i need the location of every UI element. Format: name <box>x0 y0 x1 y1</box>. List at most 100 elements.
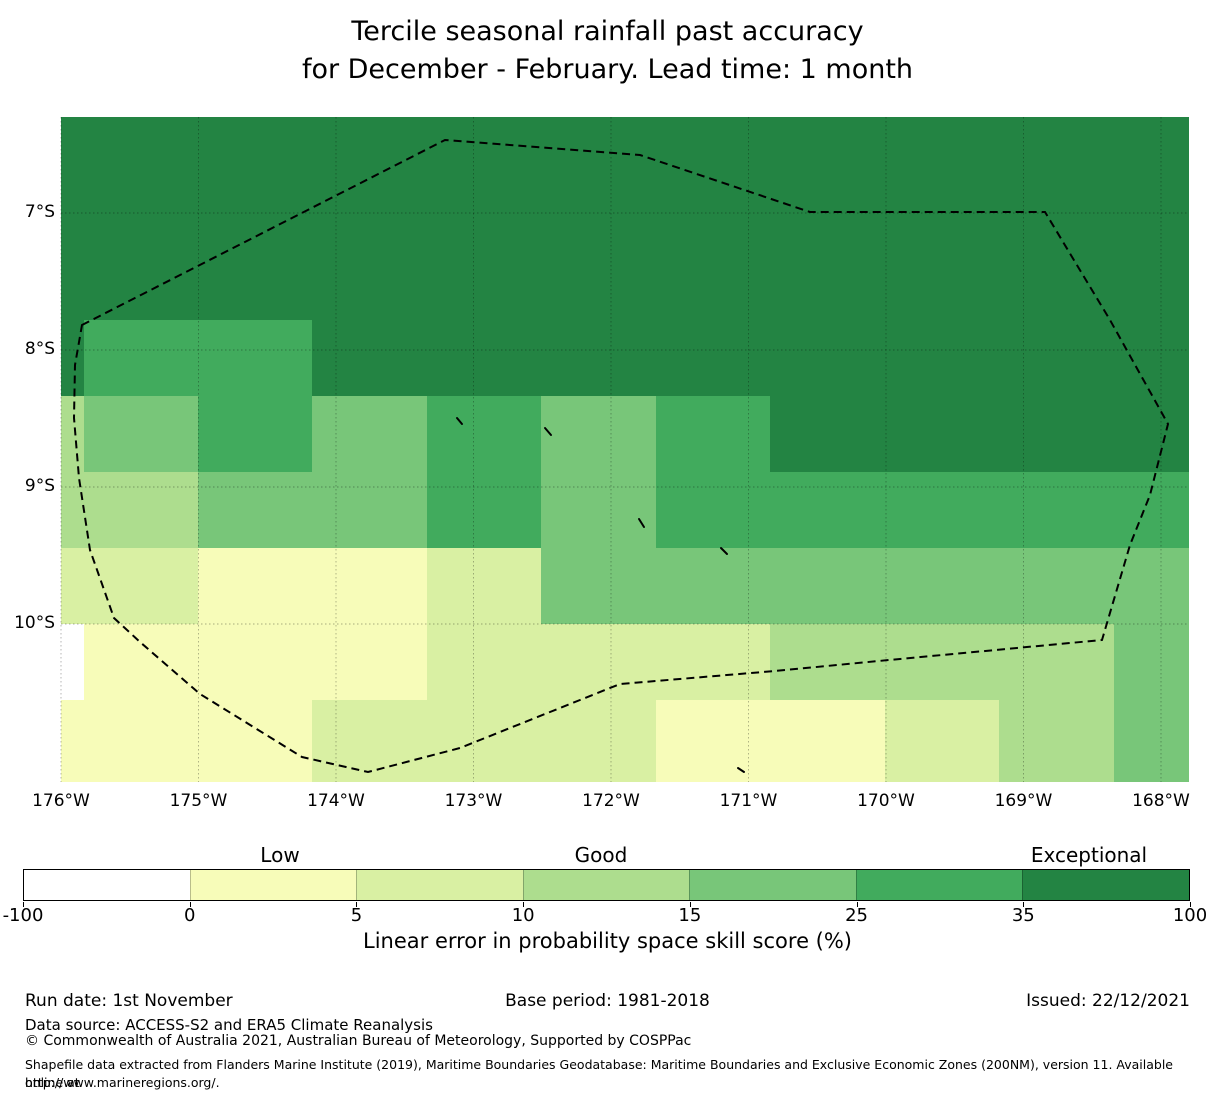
map-cell <box>1114 700 1189 782</box>
map-cell <box>427 624 541 700</box>
colorbar-tick-label: 35 <box>1011 905 1035 926</box>
y-tick-label: 10°S <box>14 613 55 633</box>
map-cell <box>312 472 427 548</box>
map-cell <box>312 117 427 168</box>
map-cell <box>61 244 84 320</box>
y-tick-label: 8°S <box>24 339 55 359</box>
colorbar-tick <box>856 902 858 907</box>
colorbar-tick-label: 100 <box>1172 905 1208 926</box>
map-cell <box>1114 117 1189 168</box>
map-cell <box>541 700 656 782</box>
map-cell <box>656 168 770 244</box>
map-cell <box>770 117 885 168</box>
map-cell <box>885 117 999 168</box>
map-cell <box>999 396 1114 472</box>
colorbar-tick-label: 0 <box>183 905 196 926</box>
x-tick-label: 173°W <box>444 791 503 811</box>
map-cell <box>84 396 198 472</box>
map-cell <box>656 472 770 548</box>
map-cell <box>198 320 312 396</box>
map-cell <box>84 117 198 168</box>
map-gridlines <box>60 117 1189 782</box>
map-cell <box>999 472 1114 548</box>
map-cell <box>61 472 84 548</box>
map-cell <box>999 548 1114 624</box>
map-cell <box>541 624 656 700</box>
map-cell <box>1114 396 1189 472</box>
map-cell <box>541 320 656 396</box>
map-cell <box>427 320 541 396</box>
colorbar-tick <box>1023 902 1025 907</box>
colorbar-segment <box>24 870 190 900</box>
map-cell <box>198 472 312 548</box>
map-cell <box>770 548 885 624</box>
colorbar-segment <box>522 870 690 900</box>
map-cell <box>999 320 1114 396</box>
map-cell <box>656 244 770 320</box>
colorbar-tick-label: -100 <box>2 905 44 926</box>
map-cell <box>999 168 1114 244</box>
map-cell <box>312 320 427 396</box>
colorbar-tick-label: 5 <box>350 905 363 926</box>
map-cells <box>61 117 1189 782</box>
colorbar-tick-label: 15 <box>678 905 702 926</box>
island-mark <box>456 417 463 425</box>
map-cell <box>61 700 84 782</box>
copyright-text: © Commonwealth of Australia 2021, Austra… <box>25 1033 692 1049</box>
map-cell <box>312 244 427 320</box>
colorbar-segment <box>1022 870 1190 900</box>
shapefile-note-line2: http://www.marineregions.org/. <box>25 1075 220 1090</box>
map-cell <box>656 117 770 168</box>
island-mark <box>720 547 728 555</box>
map-cell <box>1114 548 1189 624</box>
map-cell <box>427 548 541 624</box>
map-cell <box>656 548 770 624</box>
run-date-text: Run date: 1st November <box>25 991 233 1011</box>
island-marks <box>456 417 745 773</box>
map-cell <box>1114 624 1189 700</box>
map-cell <box>656 320 770 396</box>
map-cell <box>312 624 427 700</box>
map-cell <box>427 396 541 472</box>
x-tick-label: 168°W <box>1132 791 1190 811</box>
map-cell <box>61 624 84 700</box>
data-source-text: Data source: ACCESS-S2 and ERA5 Climate … <box>25 1016 433 1034</box>
map-cell <box>541 396 656 472</box>
colorbar-tick <box>23 902 24 907</box>
map-cell <box>770 624 885 700</box>
colorbar-axis-label: Linear error in probability space skill … <box>363 929 852 953</box>
eez-boundary-dashed-line <box>72 138 1170 774</box>
x-tick-label: 174°W <box>307 791 365 811</box>
map-cell <box>427 700 541 782</box>
map-cell <box>656 700 770 782</box>
map-cell <box>885 396 999 472</box>
map-cell <box>61 117 84 168</box>
colorbar-segment <box>189 870 357 900</box>
map-cell <box>885 472 999 548</box>
y-tick-label: 7°S <box>24 202 55 222</box>
map-cell <box>770 168 885 244</box>
map-cell <box>312 396 427 472</box>
map-cell <box>61 320 84 396</box>
map-cell <box>885 168 999 244</box>
island-mark <box>638 518 645 528</box>
map-cell <box>61 168 84 244</box>
map-cell <box>198 244 312 320</box>
x-tick-label: 170°W <box>857 791 915 811</box>
map-cell <box>656 396 770 472</box>
base-period-text: Base period: 1981-2018 <box>505 991 710 1011</box>
map-cell <box>427 168 541 244</box>
map-cell <box>427 244 541 320</box>
map-cell <box>84 320 198 396</box>
map-cell <box>541 244 656 320</box>
x-tick-label: 169°W <box>994 791 1053 811</box>
chart-title-line1: Tercile seasonal rainfall past accuracy <box>351 16 864 47</box>
map-cell <box>885 700 999 782</box>
colorbar-segment <box>356 870 523 900</box>
colorbar-category-label: Good <box>574 843 628 867</box>
map-cell <box>885 320 999 396</box>
colorbar-tick <box>523 902 525 907</box>
map-cell <box>427 472 541 548</box>
